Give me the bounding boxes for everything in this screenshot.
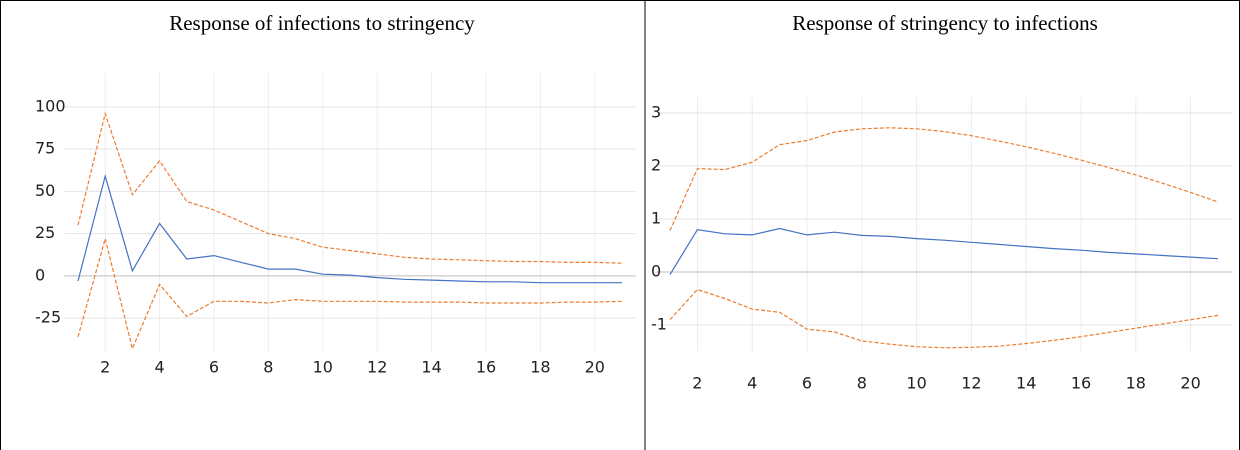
y-tick-label: 1: [651, 208, 661, 227]
x-tick-label: 16: [476, 358, 496, 377]
series-line: [669, 127, 1219, 231]
y-tick-label: 0: [35, 265, 45, 284]
series-line: [77, 236, 623, 351]
y-tick-label: 2: [651, 155, 661, 174]
chart-title: Response of infections to stringency: [169, 11, 475, 35]
chart-title: Response of stringency to infections: [792, 11, 1098, 35]
x-tick-label: 6: [209, 358, 219, 377]
y-tick-label: -25: [35, 308, 61, 327]
series-line: [669, 227, 1219, 275]
x-tick-label: 8: [263, 358, 273, 377]
x-tick-label: 6: [802, 374, 812, 393]
y-tick-label: 3: [651, 102, 661, 121]
series-line: [77, 111, 623, 264]
y-tick-label: 0: [651, 261, 661, 280]
x-tick-label: 20: [585, 358, 605, 377]
y-tick-label: 100: [35, 96, 66, 115]
series-line: [669, 288, 1219, 349]
x-tick-label: 4: [747, 374, 757, 393]
x-tick-label: 8: [857, 374, 867, 393]
series-line: [77, 173, 622, 284]
y-tick-label: 25: [35, 223, 55, 242]
x-tick-label: 14: [421, 358, 441, 377]
x-tick-label: 4: [155, 358, 165, 377]
x-tick-label: 2: [692, 374, 702, 393]
x-tick-label: 10: [313, 358, 333, 377]
y-tick-label: -1: [651, 314, 667, 333]
y-tick-label: 50: [35, 181, 55, 200]
x-tick-label: 12: [367, 358, 387, 377]
x-tick-label: 18: [1126, 374, 1146, 393]
x-tick-label: 12: [961, 374, 981, 393]
x-tick-label: 16: [1071, 374, 1091, 393]
x-tick-label: 10: [906, 374, 926, 393]
x-tick-label: 18: [530, 358, 550, 377]
x-tick-label: 14: [1016, 374, 1036, 393]
x-tick-label: 2: [100, 358, 110, 377]
y-tick-label: 75: [35, 139, 55, 158]
x-tick-label: 20: [1180, 374, 1200, 393]
